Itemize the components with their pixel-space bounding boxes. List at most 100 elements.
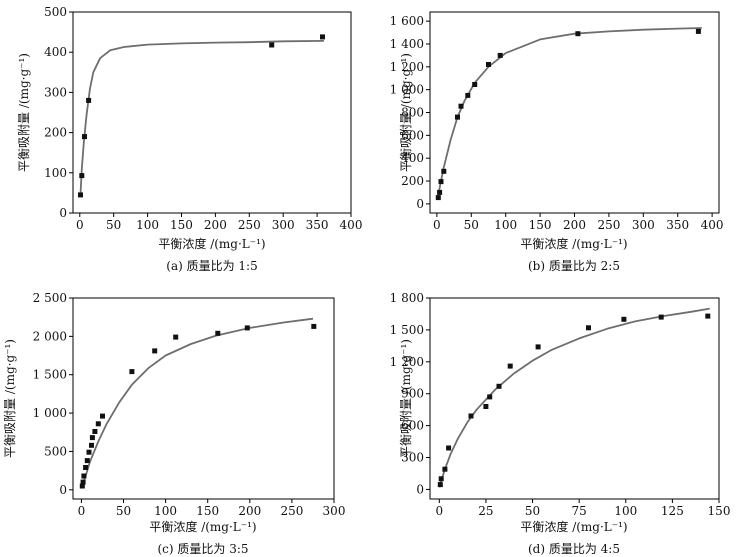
subplot-d: 0 25 50 75 100 125 150 0 300 600 900 1 200 1 500 1 80… [390, 291, 731, 556]
subplot-caption: (d) 质量比为 4:5 [528, 542, 620, 556]
y-tick-label: 500 [44, 444, 67, 458]
x-axis-title: 平衡浓度 /(mg·L⁻¹) [149, 519, 256, 534]
x-tick-label: 350 [666, 218, 689, 232]
y-tick-label: 1 200 [390, 355, 424, 369]
fit-curve [79, 40, 324, 195]
y-tick-label: 1 800 [390, 291, 424, 305]
data-point [82, 134, 87, 140]
subplot-caption: (a) 质量比为 1:5 [166, 259, 257, 273]
data-point [496, 383, 502, 389]
x-axis-title: 平衡浓度 /(mg·L⁻¹) [158, 236, 265, 251]
data-point [92, 429, 98, 434]
y-tick-label: 0 [59, 483, 67, 497]
y-axis-title: 平衡吸附量 /(mg·g⁻¹) [399, 53, 413, 172]
data-point [320, 34, 325, 40]
data-point [446, 445, 452, 451]
x-tick-label: 100 [154, 504, 177, 518]
data-point [437, 189, 443, 195]
data-point [705, 313, 711, 319]
x-axis-title: 平衡浓度 /(mg·L⁻¹) [520, 236, 627, 251]
fit-curve [80, 317, 314, 489]
data-point [80, 479, 86, 485]
data-point [311, 323, 317, 329]
y-tick-label: 800 [401, 106, 424, 120]
data-point [487, 394, 493, 400]
data-point [435, 195, 441, 201]
data-point [244, 325, 250, 331]
x-axis-title: 平衡浓度 /(mg·L⁻¹) [520, 519, 627, 534]
data-point [89, 442, 94, 448]
y-tick-label: 900 [401, 387, 424, 401]
y-tick-label: 0 [416, 197, 424, 211]
data-point [455, 114, 460, 120]
y-tick-label: 200 [44, 126, 67, 140]
y-axis-title: 平衡吸附量 /(mg·g⁻¹) [399, 339, 413, 458]
data-point [438, 179, 444, 185]
subplot-caption: (b) 质量比为 2:5 [528, 259, 620, 273]
subplot-b: 0 50 100 150 200 250 300 350 400 0 200 400 600 800 1 0… [390, 11, 724, 273]
data-point [468, 413, 474, 419]
y-tick-label: 1 000 [33, 406, 67, 420]
y-tick-label: 2 000 [33, 329, 67, 343]
data-point [78, 192, 83, 198]
x-tick-label: 300 [272, 218, 295, 232]
data-point [89, 435, 95, 441]
data-point [497, 52, 503, 58]
y-tick-label: 300 [44, 85, 67, 99]
y-tick-label: 400 [44, 45, 67, 59]
y-tick-label: 1 200 [390, 60, 424, 74]
data-point [86, 449, 92, 455]
x-tick-label: 100 [614, 504, 637, 518]
x-tick-label: 25 [478, 504, 493, 518]
plot-frame [429, 11, 720, 214]
y-tick-label: 0 [416, 482, 424, 496]
plot-frame [429, 297, 720, 500]
data-point [575, 31, 581, 37]
data-point [621, 316, 627, 322]
y-tick-label: 400 [401, 151, 424, 165]
data-point [437, 482, 443, 488]
data-point [442, 466, 448, 472]
x-tick-label: 0 [76, 218, 84, 232]
data-point [83, 465, 89, 470]
x-tick-label: 300 [323, 504, 346, 518]
y-tick-label: 100 [44, 166, 67, 180]
x-tick-label: 0 [436, 504, 444, 518]
data-point [86, 97, 92, 103]
x-tick-label: 200 [563, 218, 586, 232]
data-point [586, 325, 591, 331]
y-tick-label: 500 [44, 5, 67, 19]
y-tick-label: 0 [59, 206, 67, 220]
x-tick-label: 100 [494, 218, 517, 232]
y-tick-label: 600 [401, 419, 424, 433]
x-tick-label: 150 [529, 218, 552, 232]
x-tick-label: 150 [196, 504, 219, 518]
x-tick-label: 350 [306, 218, 329, 232]
subplot-caption: (c) 质量比为 3:5 [157, 542, 248, 556]
data-point [458, 103, 464, 109]
x-tick-label: 200 [204, 218, 227, 232]
data-point [483, 404, 489, 409]
plot-frame [72, 11, 352, 214]
x-tick-label: 100 [136, 218, 159, 232]
data-point [79, 173, 85, 179]
plot-frame [72, 297, 335, 500]
x-tick-label: 250 [280, 504, 303, 518]
data-point [535, 344, 541, 350]
x-tick-label: 150 [170, 218, 193, 232]
data-point [269, 42, 275, 48]
x-tick-label: 400 [340, 218, 363, 232]
y-tick-label: 1 500 [33, 368, 67, 382]
data-point [441, 168, 447, 174]
data-point [438, 476, 444, 482]
data-point [173, 334, 179, 340]
x-tick-label: 125 [661, 504, 684, 518]
data-point [84, 458, 90, 464]
y-tick-label: 300 [401, 451, 424, 465]
y-tick-label: 1 400 [390, 37, 424, 51]
fit-curve [438, 307, 710, 488]
data-point [215, 330, 221, 336]
y-axis-title: 平衡吸附量 /(mg·g⁻¹) [17, 53, 31, 172]
data-point [486, 62, 491, 67]
